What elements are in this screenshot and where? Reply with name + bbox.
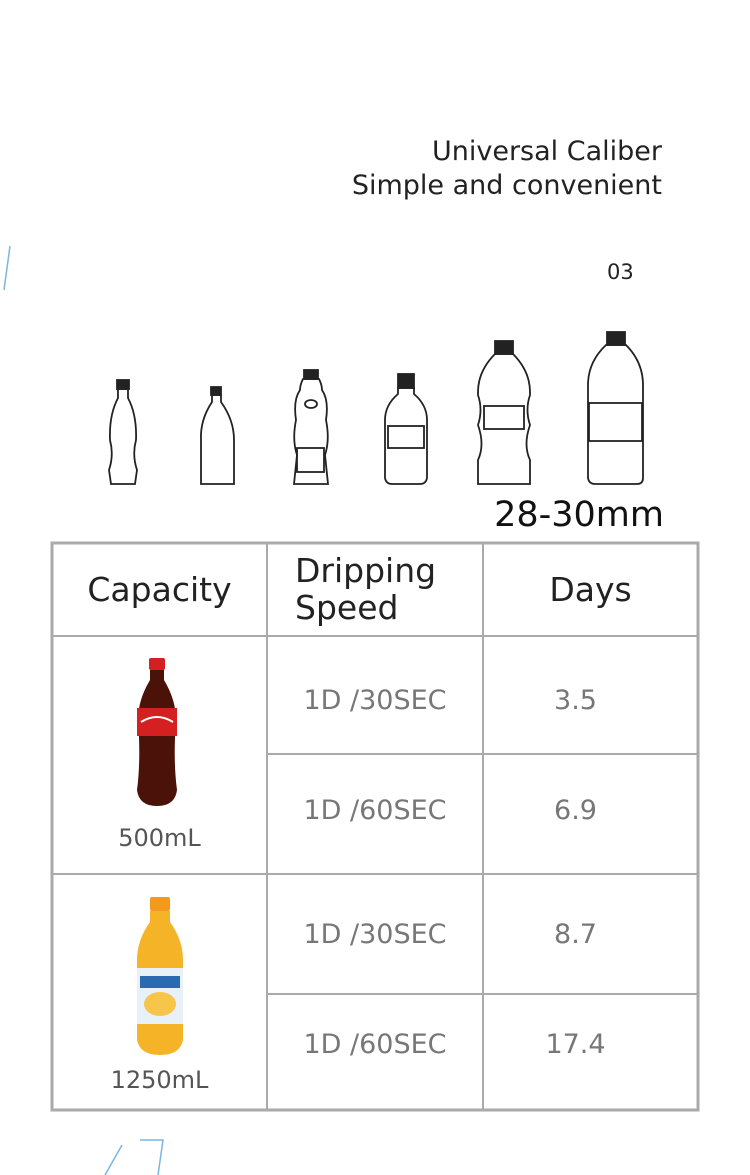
- table-grid: [50, 541, 700, 1112]
- bottle-outlines: [108, 331, 644, 485]
- header-cell: Dripping Speed: [295, 551, 437, 627]
- days: 17.4: [545, 1028, 606, 1060]
- days: 6.9: [554, 794, 597, 826]
- orange-bottle: [137, 897, 183, 1055]
- capacity: 1250mL: [110, 1066, 209, 1094]
- capacity: 500mL: [118, 824, 201, 852]
- days: 3.5: [554, 684, 597, 716]
- caliber: 28-30mm: [494, 495, 664, 535]
- days: 8.7: [554, 918, 597, 950]
- speed: 1D /30SEC: [303, 684, 447, 716]
- decoration: [3, 245, 164, 1175]
- header-cell: Days: [549, 570, 632, 609]
- page-number: 03: [607, 260, 634, 284]
- speed: 1D /30SEC: [303, 918, 447, 950]
- speed: 1D /60SEC: [303, 794, 447, 826]
- subtitle: Simple and convenient: [351, 170, 662, 201]
- title: Universal Caliber: [431, 136, 662, 167]
- header-cell: Capacity: [87, 570, 232, 609]
- speed: 1D /60SEC: [303, 1028, 447, 1060]
- cola-bottle: [137, 658, 177, 806]
